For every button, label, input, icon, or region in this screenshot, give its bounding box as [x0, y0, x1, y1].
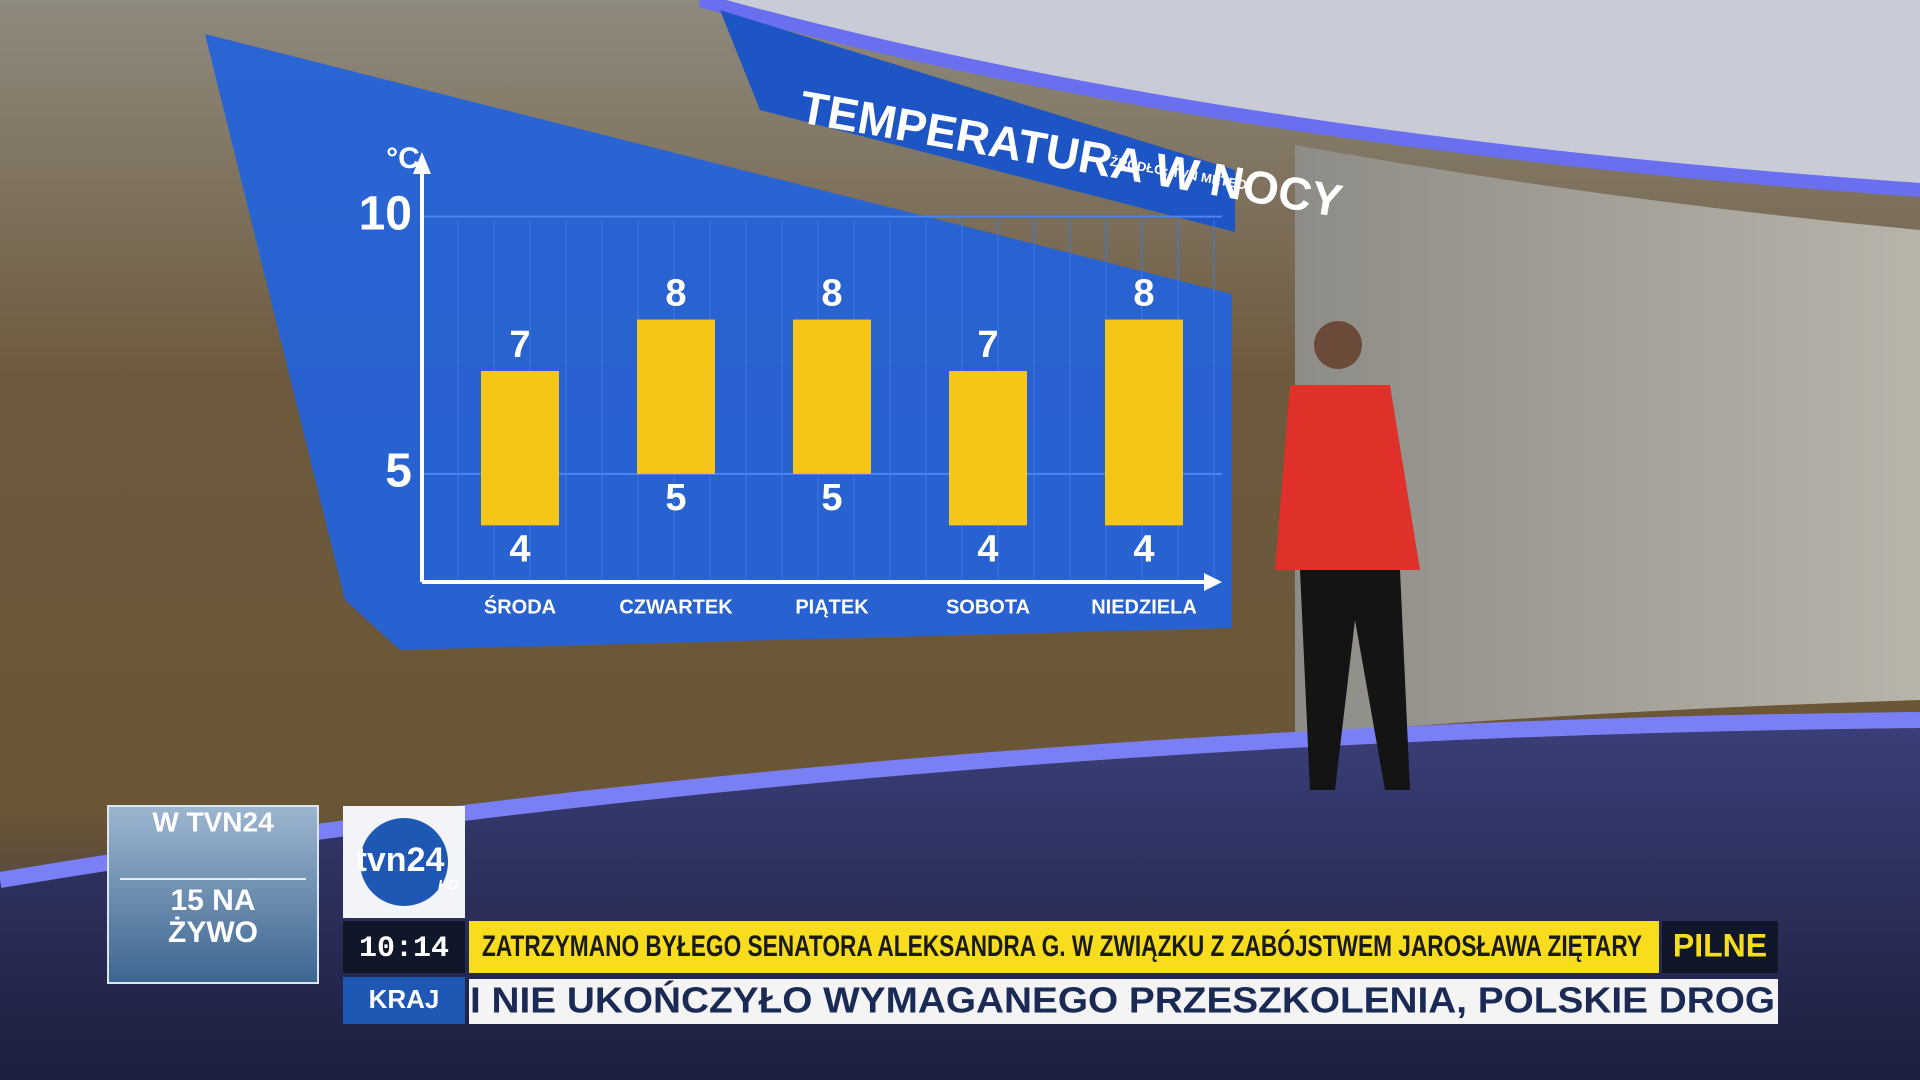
low-label: 4 — [509, 528, 530, 570]
side-box — [107, 805, 319, 984]
x-tick-label: ŚRODA — [484, 594, 556, 618]
flag: PILNE — [1673, 927, 1767, 963]
high-label: 8 — [665, 273, 686, 315]
headline-bar — [469, 921, 1659, 973]
x-axis-arrow — [1204, 573, 1222, 591]
crawl-bar — [469, 979, 1778, 1024]
headline: ZATRZYMANO BYŁEGO SENATORA ALEKSANDRA G.… — [482, 929, 1642, 963]
bar — [1105, 319, 1183, 526]
ceiling — [700, 0, 1920, 190]
x-tick-label: NIEDZIELA — [1091, 596, 1197, 618]
high-label: 7 — [509, 324, 530, 366]
bar — [949, 371, 1027, 526]
x-tick-label: CZWARTEK — [619, 596, 733, 618]
presenter — [1275, 321, 1420, 790]
x-tick-label: PIĄTEK — [795, 596, 869, 618]
x-tick-label: SOBOTA — [946, 596, 1030, 618]
logo-badge: HD — [438, 877, 458, 893]
y-axis-arrow — [413, 152, 431, 174]
plot: 5 10 7 4 ŚRODA 8 5 CZWARTEK 8 5 PIĄTEK 7 4 SOBOTA 8 4 NI… — [359, 152, 1222, 618]
bar — [637, 319, 715, 474]
section: KRAJ — [369, 984, 440, 1014]
title-banner — [720, 10, 1235, 232]
low-label: 4 — [1133, 528, 1154, 570]
bar — [793, 319, 871, 474]
high-label: 8 — [821, 273, 842, 315]
y-tick-label: 5 — [385, 445, 412, 498]
bar — [481, 371, 559, 526]
high-label: 8 — [1133, 273, 1154, 315]
photo-wall — [1295, 145, 1920, 735]
logo-circle — [360, 818, 448, 906]
side-text-box: 15 NA ŻYWO — [168, 885, 258, 949]
section-box — [343, 977, 465, 1024]
high-label: 7 — [977, 324, 998, 366]
flag-box — [1662, 921, 1778, 973]
crawl: I NIE UKOŃCZYŁO WYMAGANEGO PRZESZKOLENIA… — [470, 980, 1775, 1021]
y-tick-label: 10 — [359, 187, 412, 240]
ceiling-light — [698, 0, 1920, 197]
side-text: 15 NA ŻYWO — [168, 885, 258, 949]
logo-text: tvn24 — [356, 841, 445, 879]
low-label: 4 — [977, 528, 998, 570]
y-axis-label: °C — [386, 142, 420, 175]
time: 10:14 — [359, 932, 449, 966]
low-label: 5 — [665, 477, 686, 519]
time-box — [343, 921, 465, 973]
side-title: W TVN24 — [152, 806, 274, 837]
low-label: 5 — [821, 477, 842, 519]
